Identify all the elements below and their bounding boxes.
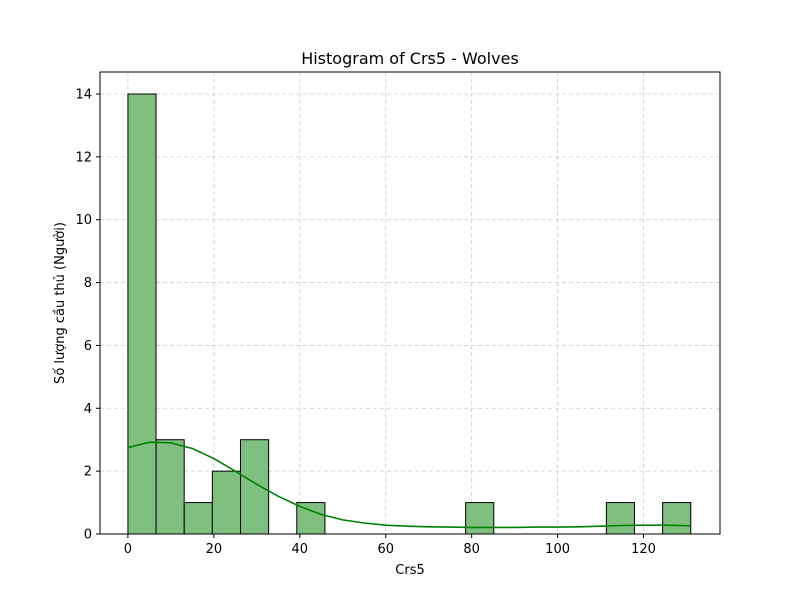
x-tick-label: 20 (206, 542, 223, 557)
histogram-bar (155, 439, 185, 535)
y-tick-label: 0 (84, 528, 92, 543)
histogram-bar (211, 470, 241, 535)
x-axis-title: Crs5 (395, 563, 424, 578)
kde-layer (127, 441, 691, 529)
x-tick-label: 0 (124, 542, 132, 557)
y-tick-label: 2 (84, 465, 92, 480)
y-tick-label: 10 (75, 213, 92, 228)
y-tick-label: 12 (75, 150, 92, 165)
histogram-bar (465, 502, 495, 535)
x-tick-label: 80 (463, 542, 480, 557)
bars-layer (127, 93, 692, 535)
y-tick-label: 6 (84, 339, 92, 354)
y-tick-label: 14 (75, 88, 92, 103)
histogram-bar (239, 439, 270, 535)
histogram-bar (662, 502, 692, 535)
histogram-bar (605, 502, 635, 535)
y-tick-label: 4 (84, 402, 92, 417)
x-tick-label: 60 (377, 542, 394, 557)
x-ticks: 0 20 40 60 80 100 120 (124, 534, 656, 557)
histogram-bar (183, 502, 213, 535)
histogram-bar (127, 93, 157, 535)
chart-title: Histogram of Crs5 - Wolves (301, 49, 519, 68)
y-axis-title: Số lượng cầu thủ (Người) (53, 222, 68, 384)
x-tick-label: 40 (292, 542, 309, 557)
kde-curve (127, 441, 691, 529)
x-tick-label: 120 (631, 542, 656, 557)
y-ticks: 0 2 4 6 8 10 12 14 (75, 88, 100, 543)
plot-frame (99, 71, 721, 535)
y-tick-label: 8 (84, 276, 92, 291)
x-tick-label: 100 (545, 542, 570, 557)
